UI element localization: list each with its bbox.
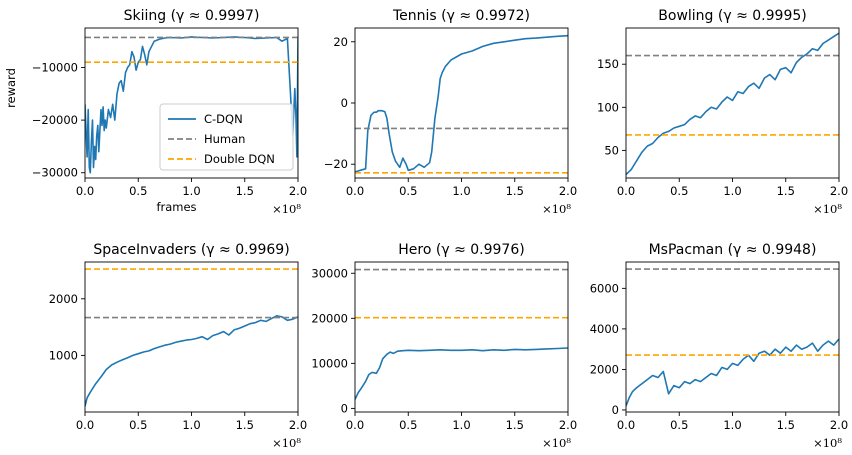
x-tick-label: 2.0	[289, 418, 307, 432]
series-line-cdqn	[85, 36, 298, 174]
x-tick-label: 2.0	[559, 418, 577, 432]
x-multiplier: ×10⁸	[272, 202, 301, 216]
x-tick-label: 2.0	[830, 418, 848, 432]
x-tick-label: 0.5	[399, 184, 417, 198]
x-tick-label: 1.0	[452, 184, 470, 198]
x-tick-label: 0.0	[617, 184, 635, 198]
y-tick-label: 1000	[49, 348, 78, 362]
y-tick-label: 4000	[590, 322, 619, 336]
x-multiplier: ×10⁸	[813, 436, 842, 450]
x-tick-label: 1.0	[182, 418, 200, 432]
x-tick-label: 1.5	[777, 418, 795, 432]
x-multiplier: ×10⁸	[542, 202, 571, 216]
y-tick-label: −20	[324, 157, 348, 171]
chart-mspacman: MsPacman (γ ≈ 0.9948) 0.0 0.5 1.0 1.5 2.0 ×10⁸…	[590, 242, 848, 450]
y-tick-label: 2000	[49, 292, 78, 306]
x-multiplier: ×10⁸	[542, 436, 571, 450]
y-tick-label: 100	[597, 100, 619, 114]
chart-hero: Hero (γ ≈ 0.9976) 0.0 0.5 1.0 1.5 2.0 ×10⁸ 0 100…	[311, 242, 577, 450]
axes-frame	[354, 261, 569, 413]
y-tick-label: −20000	[32, 113, 78, 127]
legend-entry-cdqn: C-DQN	[204, 112, 243, 126]
series-line-cdqn	[85, 314, 298, 407]
x-tick-label: 1.5	[236, 184, 254, 198]
axes-frame	[625, 261, 840, 413]
x-tick-label: 0.0	[76, 184, 94, 198]
x-tick-label: 1.5	[236, 418, 254, 432]
x-tick-label: 0.0	[617, 418, 635, 432]
x-tick-label: 1.0	[182, 184, 200, 198]
x-tick-label: 1.0	[723, 184, 741, 198]
y-tick-label: −10000	[32, 60, 78, 74]
legend-entry-double-dqn: Double DQN	[204, 152, 275, 166]
y-tick-label: 2000	[590, 362, 619, 376]
x-tick-label: 0.5	[670, 184, 688, 198]
legend-entry-human: Human	[204, 132, 245, 146]
legend: C-DQN Human Double DQN	[159, 103, 294, 171]
chart-spaceinvaders: SpaceInvaders (γ ≈ 0.9969) 0.0 0.5 1.0 1.5 2.…	[49, 242, 307, 450]
axes-frame	[354, 27, 569, 179]
y-tick-label: 0	[341, 96, 348, 110]
x-tick-label: 2.0	[289, 184, 307, 198]
x-tick-label: 0.0	[76, 418, 94, 432]
axes-frame	[625, 27, 840, 179]
x-tick-label: 2.0	[559, 184, 577, 198]
y-tick-label: 30000	[311, 266, 348, 280]
x-tick-label: 1.5	[506, 418, 524, 432]
x-tick-label: 0.5	[399, 418, 417, 432]
y-tick-label: 6000	[590, 281, 619, 295]
series-line-cdqn	[626, 338, 839, 407]
x-tick-label: 2.0	[830, 184, 848, 198]
chart-skiing: Skiing (γ ≈ 0.9997) 0.0 0.5 1.0 1.5 2.0 ×10⁸ −3…	[4, 8, 307, 216]
x-multiplier: ×10⁸	[813, 202, 842, 216]
x-tick-label: 0.5	[129, 418, 147, 432]
series-line-cdqn	[355, 347, 568, 400]
series-line-cdqn	[355, 34, 568, 173]
chart-title: Hero (γ ≈ 0.9976)	[398, 242, 524, 258]
y-tick-label: 150	[597, 57, 619, 71]
x-tick-label: 1.5	[506, 184, 524, 198]
x-multiplier: ×10⁸	[272, 436, 301, 450]
chart-bowling: Bowling (γ ≈ 0.9995) 0.0 0.5 1.0 1.5 2.0 ×10⁸ 5…	[597, 8, 848, 216]
x-axis-label: frames	[156, 200, 196, 214]
chart-title: SpaceInvaders (γ ≈ 0.9969)	[93, 242, 289, 258]
chart-title: Tennis (γ ≈ 0.9972)	[392, 8, 530, 24]
legend-box	[159, 103, 294, 171]
x-tick-label: 1.0	[723, 418, 741, 432]
chart-title: MsPacman (γ ≈ 0.9948)	[649, 242, 817, 258]
y-axis-label: reward	[4, 68, 18, 108]
y-tick-label: 20	[333, 35, 348, 49]
y-tick-label: 0	[341, 401, 348, 415]
y-tick-label: 20000	[311, 311, 348, 325]
y-tick-label: 50	[604, 143, 619, 157]
x-tick-label: 0.5	[670, 418, 688, 432]
y-tick-label: 10000	[311, 356, 348, 370]
series-line-cdqn	[626, 32, 839, 176]
axes-frame	[84, 261, 299, 413]
x-tick-label: 1.0	[452, 418, 470, 432]
x-tick-label: 0.0	[346, 418, 364, 432]
chart-title: Bowling (γ ≈ 0.9995)	[658, 8, 806, 24]
x-tick-label: 0.0	[346, 184, 364, 198]
y-tick-label: 0	[612, 403, 619, 417]
chart-title: Skiing (γ ≈ 0.9997)	[124, 8, 260, 24]
y-tick-label: −30000	[32, 166, 78, 180]
chart-tennis: Tennis (γ ≈ 0.9972) 0.0 0.5 1.0 1.5 2.0 ×10⁸ −2…	[324, 8, 577, 216]
x-tick-label: 1.5	[777, 184, 795, 198]
x-tick-label: 0.5	[129, 184, 147, 198]
